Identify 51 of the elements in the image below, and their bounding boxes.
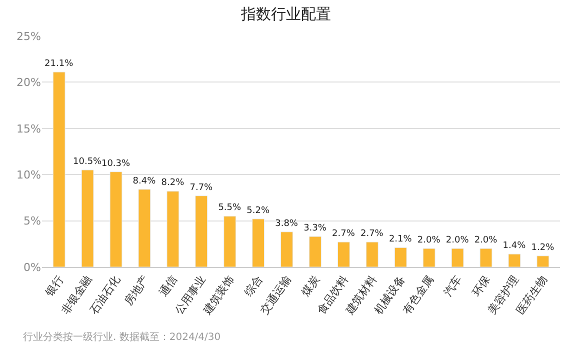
data-label: 1.2% <box>531 242 555 253</box>
bar <box>394 247 407 267</box>
bar <box>166 190 180 267</box>
y-tick-label: 0% <box>24 260 41 274</box>
bar <box>366 242 378 267</box>
x-tick-label: 煤炭 <box>298 273 322 299</box>
bar <box>422 248 436 267</box>
data-label: 10.5% <box>73 156 102 167</box>
data-label: 2.0% <box>446 236 470 246</box>
data-label: 2.7% <box>332 229 356 240</box>
y-tick-label: 10% <box>16 168 41 182</box>
bar <box>451 248 464 267</box>
bar <box>224 216 236 267</box>
data-label: 21.1% <box>44 59 74 70</box>
x-tick-label: 通信 <box>156 273 180 299</box>
bar <box>81 170 94 267</box>
x-tick-label: 综合 <box>242 273 266 299</box>
chart-title: 指数行业配置 <box>240 5 331 24</box>
data-label: 5.2% <box>246 206 270 216</box>
data-label: 5.5% <box>218 203 242 214</box>
data-label: 3.3% <box>304 224 327 234</box>
bar <box>195 196 208 267</box>
data-label: 7.7% <box>190 182 214 193</box>
data-label: 8.2% <box>161 178 185 188</box>
data-label: 3.8% <box>275 218 298 229</box>
y-tick-label: 5% <box>24 214 41 228</box>
data-label: 2.1% <box>388 234 412 245</box>
data-label: 1.4% <box>502 241 526 252</box>
data-label: 8.4% <box>132 176 156 186</box>
data-label: 2.0% <box>417 236 441 246</box>
y-tick-label: 15% <box>16 122 41 136</box>
x-tick-label: 房地产 <box>122 273 152 308</box>
bar <box>480 248 492 267</box>
data-label: 10.3% <box>101 158 131 169</box>
bar <box>52 72 66 267</box>
bar <box>337 242 350 267</box>
data-label: 2.7% <box>360 229 384 240</box>
x-tick-label: 汽车 <box>441 273 465 299</box>
bar <box>508 254 521 267</box>
data-label: 2.0% <box>474 236 498 246</box>
bar <box>309 236 322 267</box>
bar <box>536 256 550 267</box>
bar <box>138 189 151 267</box>
y-tick-label: 25% <box>16 30 41 43</box>
x-tick-label: 环保 <box>470 273 493 299</box>
y-tick-label: 20% <box>16 76 41 90</box>
bar <box>252 218 265 267</box>
text: 行业分类按一级行业. 数据截至：2024/4/30 <box>23 331 221 343</box>
bar <box>110 172 122 267</box>
x-tick-label: 银行 <box>42 273 66 300</box>
bar <box>280 232 293 267</box>
